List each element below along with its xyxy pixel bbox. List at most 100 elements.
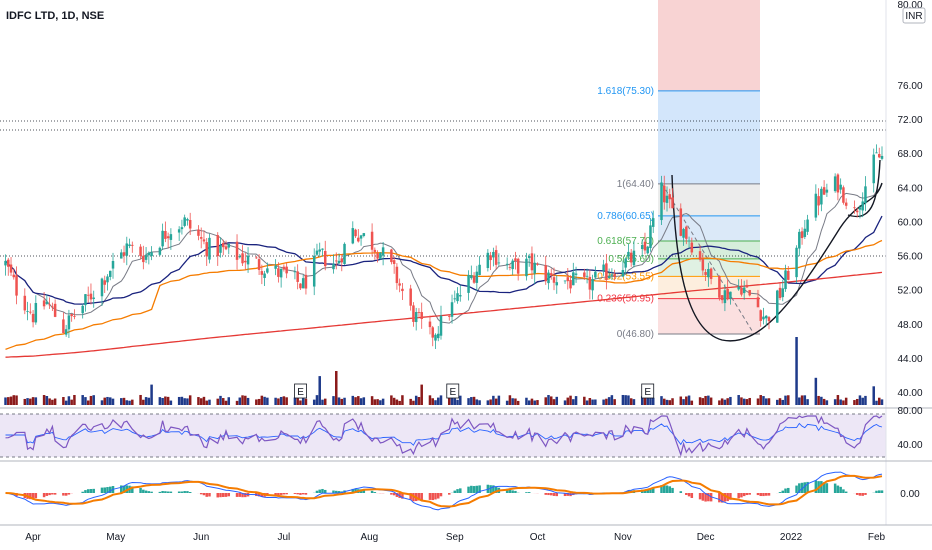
earnings-marker	[446, 383, 460, 399]
candle-body	[839, 184, 842, 190]
volume-bar	[285, 397, 288, 405]
volume-bar	[649, 395, 652, 405]
volume-bar	[48, 398, 51, 405]
macd-histogram-bar	[795, 485, 798, 493]
macd-histogram-bar	[103, 487, 106, 493]
candle-body	[67, 315, 71, 330]
candle-body	[585, 275, 589, 277]
macd-histogram-bar	[222, 493, 225, 497]
candle-body	[627, 251, 630, 257]
macd-histogram-bar	[335, 490, 338, 493]
macd-histogram-bar	[516, 492, 520, 493]
candle-body	[569, 280, 572, 289]
volume-bar	[536, 400, 539, 405]
candle-body	[511, 260, 514, 270]
volume-bar	[778, 398, 782, 405]
macd-tick-label: 0.00	[900, 489, 920, 500]
macd-histogram-bar	[304, 493, 308, 495]
x-tick-label: Apr	[25, 532, 41, 543]
volume-bar	[679, 396, 683, 405]
candle-body	[373, 249, 377, 252]
candle-body	[690, 242, 694, 253]
macd-histogram-bar	[855, 493, 859, 495]
candle-body	[679, 208, 683, 236]
volume-bar	[525, 397, 528, 405]
macd-histogram-bar	[199, 493, 203, 495]
macd-histogram-bar	[293, 493, 297, 494]
volume-bar	[800, 395, 804, 405]
candle-body	[776, 290, 779, 323]
candle-body	[723, 290, 727, 304]
candle-body	[649, 225, 652, 249]
candle-body	[486, 252, 490, 269]
candle-body	[73, 316, 76, 317]
candle-body	[784, 270, 787, 290]
candle-body	[544, 265, 547, 282]
macd-histogram-bar	[401, 493, 404, 499]
candle-body	[103, 280, 106, 285]
candle-body	[257, 259, 261, 270]
volume-bar	[381, 398, 385, 405]
macd-histogram-bar	[787, 487, 790, 493]
volume-bar	[70, 399, 73, 405]
candle-body	[726, 288, 729, 300]
volume-bar	[293, 397, 297, 405]
macd-histogram-bar	[431, 493, 434, 501]
volume-bar	[439, 395, 443, 405]
volume-bar	[332, 396, 335, 405]
volume-bar	[682, 399, 685, 405]
candle-body	[263, 273, 266, 278]
candle-body	[335, 260, 338, 262]
candle-body	[718, 276, 721, 298]
volume-bar	[279, 396, 283, 405]
candle-body	[864, 186, 867, 204]
macd-histogram-bar	[315, 490, 319, 493]
volume-bar	[312, 399, 316, 405]
candle-body	[62, 319, 65, 334]
macd-histogram-bar	[806, 481, 809, 493]
macd-histogram-bar	[219, 493, 222, 498]
rsi-tick-label: 80.00	[897, 406, 922, 417]
volume-bar	[729, 396, 732, 405]
volume-bar	[844, 397, 848, 405]
volume-bar	[511, 398, 514, 405]
candle-body	[685, 226, 688, 239]
candle-body	[390, 249, 393, 263]
macd-histogram-bar	[740, 493, 743, 498]
candle-body	[555, 282, 559, 286]
candle-body	[687, 240, 691, 242]
macd-histogram-bar	[216, 493, 219, 498]
macd-histogram-bar	[158, 491, 162, 493]
volume-bar	[880, 399, 884, 405]
candle-body	[177, 229, 181, 233]
volume-bar	[726, 398, 729, 405]
macd-histogram-bar	[707, 493, 710, 502]
macd-histogram-bar	[643, 489, 647, 493]
volume-bar	[591, 399, 594, 405]
volume-bar	[740, 397, 743, 405]
volume-bar	[574, 396, 578, 405]
volume-bar	[412, 400, 415, 405]
macd-histogram-bar	[108, 486, 112, 493]
candle-body	[825, 189, 829, 193]
volume-bar	[379, 400, 382, 405]
volume-bar	[448, 397, 451, 405]
y-tick-label: 64.00	[897, 183, 922, 194]
macd-histogram-bar	[161, 491, 164, 493]
currency-badge-label[interactable]: INR	[905, 11, 922, 22]
macd-histogram-bar	[729, 493, 732, 500]
volume-bar	[304, 398, 308, 405]
candle-body	[139, 246, 142, 257]
macd-histogram-bar	[701, 493, 705, 501]
candle-body	[4, 260, 7, 266]
x-tick-label: May	[106, 532, 125, 543]
macd-histogram-bar	[748, 493, 751, 495]
volume-bar	[7, 397, 10, 405]
macd-histogram-bar	[494, 486, 498, 493]
macd-histogram-bar	[690, 493, 694, 498]
volume-bar	[572, 399, 575, 405]
candle-body	[605, 263, 608, 281]
currency-badge[interactable]: INR	[902, 7, 926, 24]
candle-body	[643, 241, 647, 251]
volume-bar	[569, 395, 572, 405]
